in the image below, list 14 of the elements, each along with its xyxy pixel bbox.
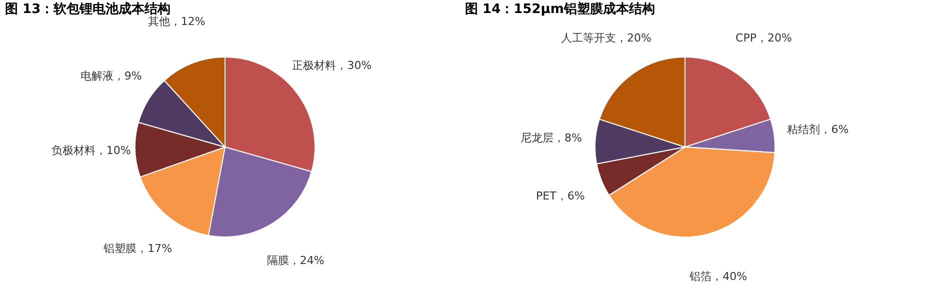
slice-label: 尼龙层，8%	[520, 132, 582, 145]
chart-title: 图 13：软包锂电池成本结构	[5, 2, 171, 17]
slice-label: 铝箔，40%	[688, 270, 748, 283]
slice-label: 其他，12%	[148, 15, 206, 28]
chart-title: 图 14：152μm铝塑膜成本结构	[465, 1, 655, 17]
slice-label: 人工等开支，20%	[561, 32, 652, 45]
slice-label: CPP，20%	[736, 32, 792, 45]
slice-label: PET，6%	[536, 189, 585, 202]
slice-label: 负极材料，10%	[51, 144, 131, 158]
slice-label: 粘结剂，6%	[787, 123, 849, 136]
slice-label: 正极材料，30%	[292, 59, 372, 72]
slice-label: 隔膜，24%	[266, 254, 324, 267]
slice-label: 铝塑膜，17%	[102, 242, 172, 255]
slice-label: 电解液，9%	[80, 69, 142, 82]
